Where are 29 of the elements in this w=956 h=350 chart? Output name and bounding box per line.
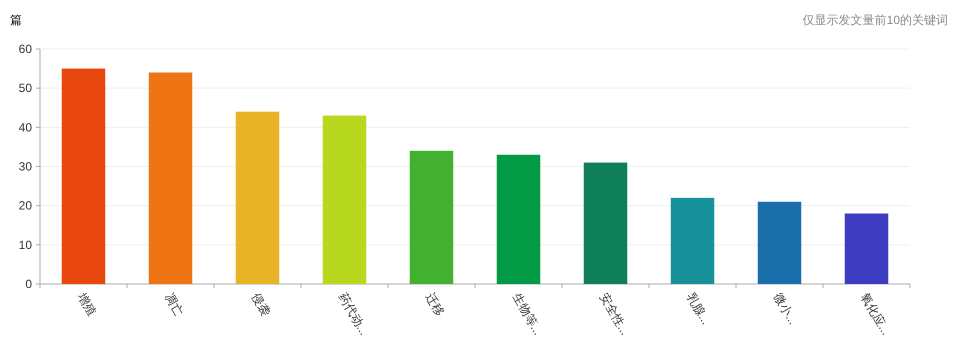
x-tick-label: 增殖	[74, 290, 100, 318]
bar	[322, 116, 366, 284]
x-tick-label: 侵袭	[248, 290, 274, 318]
bar	[844, 214, 888, 284]
y-tick-label: 30	[18, 160, 32, 174]
bar	[496, 154, 540, 284]
y-tick-label: 10	[18, 238, 32, 252]
bar	[584, 162, 628, 284]
x-tick-label: 迁移	[422, 290, 448, 318]
bar	[758, 202, 802, 284]
y-axis-title: 篇	[10, 13, 22, 27]
x-tick-label: 氧化应...	[858, 290, 894, 338]
y-tick-label: 60	[18, 42, 32, 56]
bar	[670, 198, 714, 284]
x-tick-label: 微小...	[770, 290, 800, 327]
text: 仅显示发文量前10的关键词	[802, 13, 948, 27]
bar	[236, 112, 280, 284]
x-tick-label: 乳腺...	[684, 290, 714, 327]
x-tick-label: 安全性...	[596, 290, 632, 338]
bar	[148, 72, 192, 284]
x-tick-label: 药代动...	[336, 290, 372, 338]
y-tick-label: 20	[18, 198, 32, 213]
x-tick-label: 生物等...	[510, 290, 546, 338]
x-tick-label: 凋亡	[162, 290, 186, 318]
y-tick-label: 40	[18, 120, 32, 134]
bar	[62, 68, 106, 284]
y-tick-label: 0	[25, 277, 32, 291]
y-tick-label: 50	[18, 81, 32, 96]
bar	[410, 150, 454, 284]
